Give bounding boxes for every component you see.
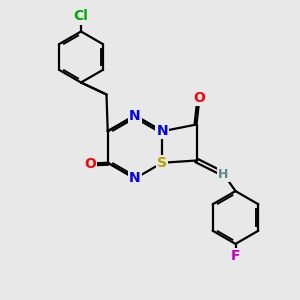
Text: H: H — [218, 167, 229, 181]
Text: O: O — [84, 157, 96, 170]
Text: S: S — [157, 156, 167, 170]
Text: O: O — [194, 91, 206, 104]
Text: Cl: Cl — [74, 10, 88, 23]
Text: N: N — [129, 172, 141, 185]
Text: F: F — [231, 250, 240, 263]
Text: N: N — [157, 124, 168, 138]
Text: N: N — [129, 109, 141, 122]
